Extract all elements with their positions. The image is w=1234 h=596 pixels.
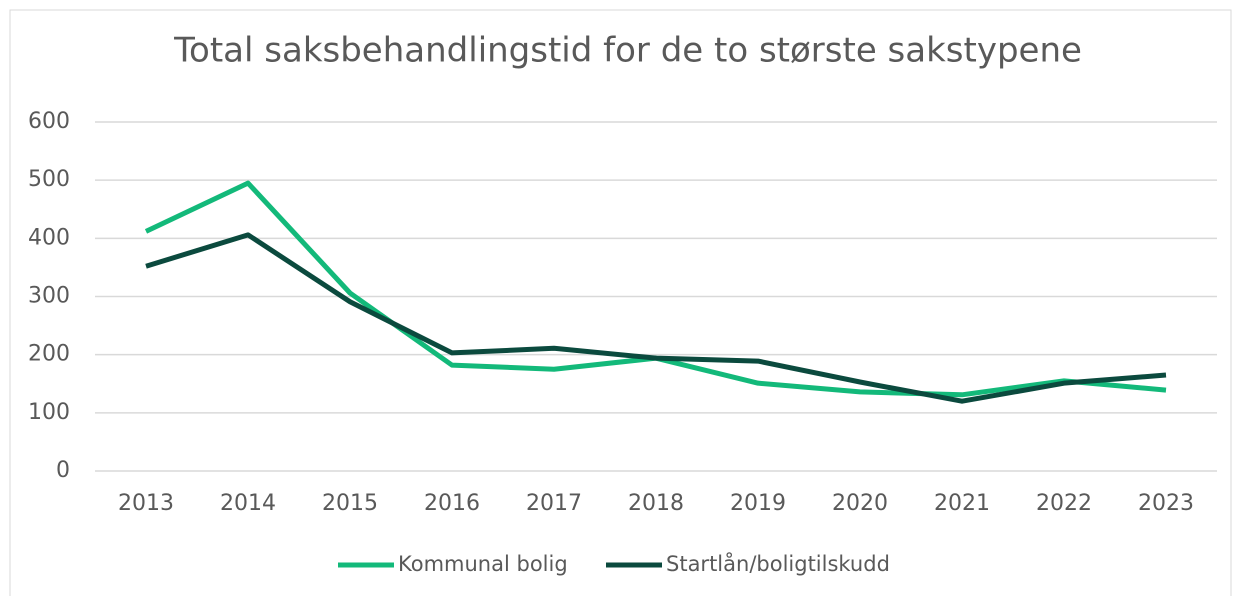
y-tick-label: 400: [28, 225, 70, 250]
y-tick-label: 300: [28, 284, 70, 309]
x-tick-label: 2016: [424, 491, 480, 516]
y-tick-label: 0: [56, 458, 70, 483]
x-tick-label: 2023: [1138, 491, 1194, 516]
x-tick-label: 2013: [118, 491, 174, 516]
y-tick-label: 100: [28, 400, 70, 425]
x-tick-label: 2021: [934, 491, 990, 516]
x-tick-label: 2020: [832, 491, 888, 516]
x-tick-label: 2022: [1036, 491, 1092, 516]
series-line: [145, 232, 1167, 404]
x-tick-label: 2014: [220, 491, 276, 516]
chart-title: Total saksbehandlingstid for de to størs…: [173, 31, 1082, 71]
x-tick-label: 2018: [628, 491, 684, 516]
legend-label: Kommunal bolig: [398, 552, 568, 576]
x-tick-label: 2015: [322, 491, 378, 516]
y-tick-label: 600: [28, 109, 70, 134]
legend-label: Startlån/boligtilskudd: [666, 551, 890, 576]
y-tick-label: 200: [28, 342, 70, 367]
y-tick-label: 500: [28, 167, 70, 192]
x-tick-label: 2017: [526, 491, 582, 516]
x-tick-label: 2019: [730, 491, 786, 516]
chart-frame: [9, 9, 1232, 596]
